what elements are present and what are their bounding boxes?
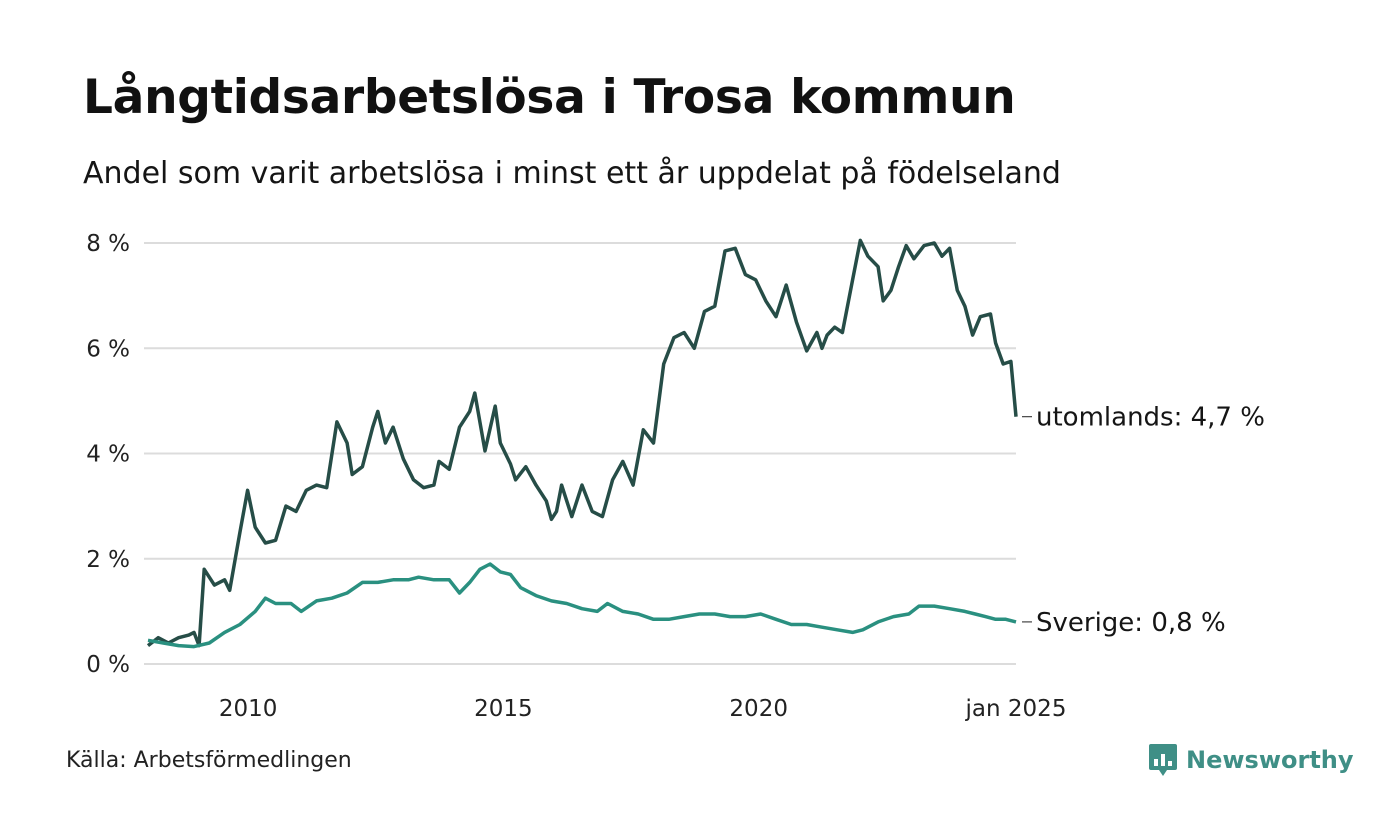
source-note: Källa: Arbetsförmedlingen [66,748,352,773]
bar-chart-speech-bubble-icon [1149,744,1177,776]
chart-title: Långtidsarbetslösa i Trosa kommun [83,70,1016,125]
x-tick-label: jan 2025 [965,696,1067,722]
x-tick-label: 2020 [729,696,788,722]
chart-subtitle: Andel som varit arbetslösa i minst ett å… [83,156,1061,191]
series-line-sverige [147,562,1017,649]
brand-name: Newsworthy [1186,746,1354,774]
y-tick-label: 4 % [86,442,130,468]
y-tick-label: 2 % [86,547,130,573]
y-tick-label: 8 % [86,231,130,257]
x-tick-label: 2015 [474,696,533,722]
brand-logo: Newsworthy [1148,742,1354,778]
x-tick-label: 2010 [219,696,278,722]
line-chart: 0 % 2 % 4 % 6 % 8 % 2010 2015 2020 jan 2025 utoml… [86,231,1265,722]
end-label-sverige: Sverige: 0,8 % [1036,608,1226,638]
series-line-utomlands [146,238,1018,648]
y-tick-label: 0 % [86,652,130,678]
end-label-utomlands: utomlands: 4,7 % [1036,403,1265,433]
y-tick-label: 6 % [86,336,130,362]
